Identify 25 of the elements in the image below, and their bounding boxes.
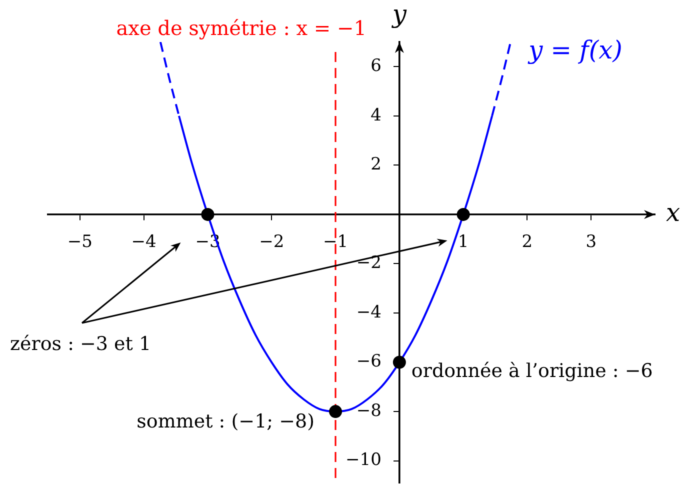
ref-line-label: axe de symétrie : x = −1 — [116, 16, 367, 40]
point — [392, 356, 406, 369]
series-label: y = f(x) — [528, 36, 622, 64]
x-tick-label: −2 — [259, 232, 284, 252]
point — [329, 405, 342, 418]
y-tick-label: 6 — [370, 56, 382, 76]
y-tick-label: −6 — [356, 352, 382, 372]
y-tick-label: −10 — [346, 450, 382, 470]
y-axis-title: y — [391, 0, 408, 28]
x-tick-label: −4 — [131, 232, 156, 252]
annotation: sommet : (−1; −8) — [136, 410, 315, 432]
x-tick-label: 2 — [522, 232, 533, 252]
x-axis-title: x — [666, 198, 680, 227]
point — [456, 208, 470, 221]
y-tick-label: 4 — [370, 105, 382, 126]
y-tick-label: −8 — [356, 400, 382, 421]
point — [201, 208, 214, 221]
x-tick-label: −1 — [322, 232, 348, 252]
y-tick-label: −4 — [356, 302, 382, 322]
annotation: ordonnée à l’origine : −6 — [411, 360, 653, 382]
x-tick-label: −5 — [67, 232, 92, 252]
x-tick-label: 1 — [458, 232, 469, 252]
annotation: zéros : −3 et 1 — [10, 332, 152, 355]
x-tick-label: 3 — [586, 232, 597, 252]
y-tick-label: 2 — [370, 154, 382, 175]
